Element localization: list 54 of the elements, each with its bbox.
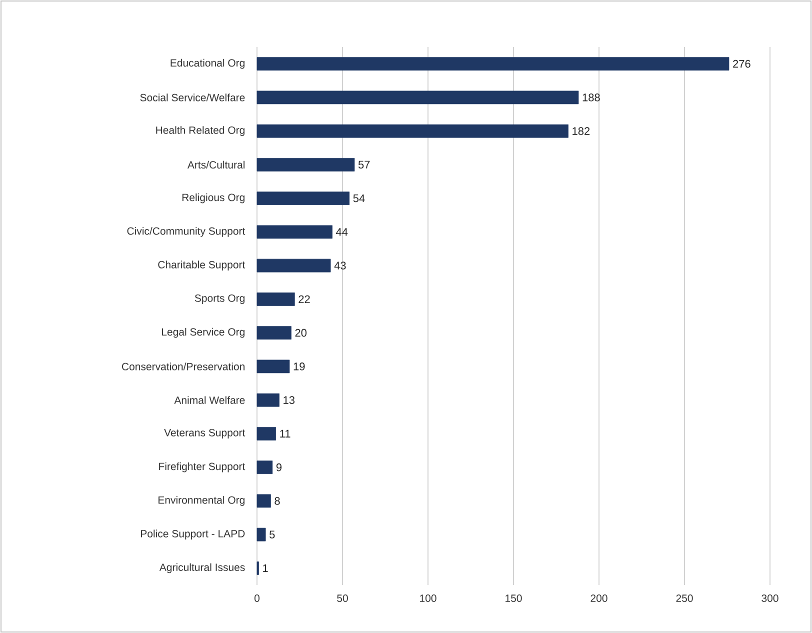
data-label: 5 [270,530,275,538]
x-tick-label: 150 [506,594,522,602]
data-label: 276 [733,60,750,68]
x-tick-label: 50 [337,594,348,602]
bar [256,225,332,239]
y-tick-label: Health Related Org [156,126,244,136]
y-tick-label: Firefighter Support [159,462,246,472]
y-tick-label: Legal Service Org [162,328,244,338]
y-tick-label: Religious Org [182,193,244,204]
data-label: 9 [276,463,282,472]
x-tick-label: 100 [420,594,436,602]
y-tick-label: Conservation/Preservation [122,362,244,370]
data-label: 188 [582,94,600,102]
y-tick-label: Environmental Org [158,496,244,506]
data-label: 22 [298,295,310,304]
bar [256,426,276,440]
bar [256,158,355,172]
bar [256,90,579,104]
y-tick-label: Animal Welfare [174,396,245,404]
y-tick-label: Civic/Community Support [127,227,246,237]
bar [256,360,290,374]
bar [256,528,266,542]
y-tick-label: Social Service/Welfare [140,94,245,102]
bar [256,258,331,272]
y-tick-label: Arts/Cultural [187,160,244,169]
bar [256,292,295,306]
bar [256,57,730,71]
bar [256,192,350,206]
data-label: 1 [263,564,268,572]
bar [256,460,273,474]
data-label: 54 [353,194,365,202]
x-tick-label: 300 [762,594,778,602]
data-label: 11 [280,430,290,438]
x-tick-label: 0 [254,594,260,602]
x-tick-label: 200 [590,594,608,602]
bar [256,393,280,407]
y-tick-label: Police Support - LAPD [141,530,245,540]
data-label: 20 [295,328,307,337]
data-label: 43 [334,262,346,270]
data-label: 19 [294,362,305,370]
data-label: 8 [274,497,280,505]
data-label: 182 [572,127,590,135]
data-label: 44 [336,228,348,236]
y-tick-label: Agricultural Issues [159,563,245,574]
y-tick-label: Sports Org [194,294,245,304]
x-tick-label: 250 [676,594,693,602]
y-tick-label: Educational Org [170,58,244,69]
y-tick-label: Charitable Support [158,260,246,270]
y-tick-label: Veterans Support [164,428,246,438]
data-label: 57 [358,160,370,169]
bar [256,494,271,508]
bar [256,326,292,340]
bar [256,124,568,138]
data-label: 13 [284,396,295,404]
